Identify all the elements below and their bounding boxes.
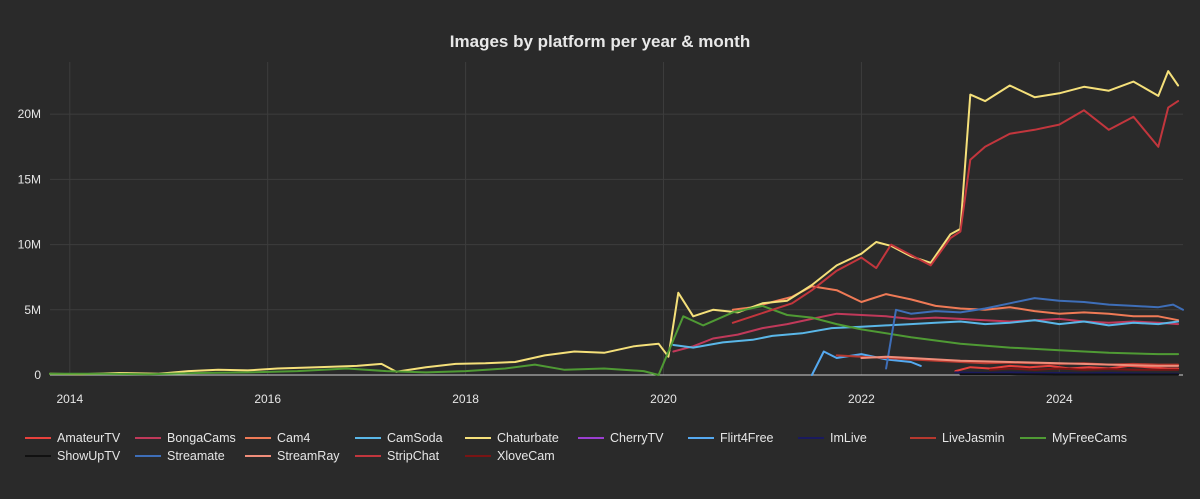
legend-item-amateurtv[interactable]: AmateurTV bbox=[25, 431, 121, 445]
legend-item-imlive[interactable]: ImLive bbox=[798, 431, 867, 445]
grid-layer bbox=[50, 62, 1183, 376]
legend-item-livejasmin[interactable]: LiveJasmin bbox=[910, 431, 1005, 445]
y-tick-label: 5M bbox=[24, 303, 41, 317]
series-line-stripchat bbox=[731, 100, 1180, 324]
legend-item-stripchat[interactable]: StripChat bbox=[355, 449, 440, 463]
series-line-chaturbate bbox=[49, 70, 1180, 376]
legend-item-showuptv[interactable]: ShowUpTV bbox=[25, 449, 121, 463]
legend-item-streamate[interactable]: Streamate bbox=[135, 449, 225, 463]
series-line-myfreecams bbox=[49, 304, 1180, 376]
legend-item-xlovecam[interactable]: XloveCam bbox=[465, 449, 555, 463]
legend-label: CamSoda bbox=[387, 431, 443, 445]
series-line-streamate bbox=[885, 297, 1184, 370]
legend-label: Streamate bbox=[167, 449, 225, 463]
series-line-bongacams bbox=[672, 312, 1180, 353]
legend-label: AmateurTV bbox=[57, 431, 121, 445]
legend-label: StripChat bbox=[387, 449, 440, 463]
legend-label: StreamRay bbox=[277, 449, 340, 463]
series-line-xlovecam bbox=[989, 367, 1180, 371]
legend-item-streamray[interactable]: StreamRay bbox=[245, 449, 340, 463]
legend-label: XloveCam bbox=[497, 449, 555, 463]
legend-label: Chaturbate bbox=[497, 431, 559, 445]
y-tick-label: 0 bbox=[34, 368, 41, 382]
legend-item-bongacams[interactable]: BongaCams bbox=[135, 431, 236, 445]
y-tick-label: 10M bbox=[18, 238, 41, 252]
x-tick-label: 2020 bbox=[650, 392, 677, 406]
legend-label: BongaCams bbox=[167, 431, 236, 445]
x-tick-label: 2022 bbox=[848, 392, 875, 406]
legend-label: Flirt4Free bbox=[720, 431, 774, 445]
legend-label: Cam4 bbox=[277, 431, 310, 445]
x-tick-label: 2024 bbox=[1046, 392, 1073, 406]
legend[interactable]: AmateurTV BongaCams Cam4 CamSoda Chaturbate C… bbox=[25, 431, 1127, 463]
legend-item-cam4[interactable]: Cam4 bbox=[245, 431, 310, 445]
axis-layer: 2014 2016 2018 2020 2022 2024 0 5M 10M 15M 20M bbox=[18, 107, 1073, 406]
legend-item-cherrytv[interactable]: CherryTV bbox=[578, 431, 664, 445]
y-tick-label: 20M bbox=[18, 107, 41, 121]
series-line-camsoda bbox=[672, 319, 1180, 349]
series-layer bbox=[49, 70, 1184, 376]
legend-label: ImLive bbox=[830, 431, 867, 445]
series-line-cam4 bbox=[731, 285, 1180, 322]
legend-label: LiveJasmin bbox=[942, 431, 1005, 445]
series-line-flirt4free bbox=[810, 350, 922, 376]
x-tick-label: 2018 bbox=[452, 392, 479, 406]
legend-item-chaturbate[interactable]: Chaturbate bbox=[465, 431, 559, 445]
series-line-streamray bbox=[860, 355, 1180, 367]
legend-label: MyFreeCams bbox=[1052, 431, 1127, 445]
legend-item-myfreecams[interactable]: MyFreeCams bbox=[1020, 431, 1127, 445]
x-tick-label: 2016 bbox=[254, 392, 281, 406]
legend-item-flirt4free[interactable]: Flirt4Free bbox=[688, 431, 774, 445]
x-tick-label: 2014 bbox=[56, 392, 83, 406]
chart-title: Images by platform per year & month bbox=[450, 32, 750, 51]
legend-label: CherryTV bbox=[610, 431, 664, 445]
legend-item-camsoda[interactable]: CamSoda bbox=[355, 431, 443, 445]
legend-label: ShowUpTV bbox=[57, 449, 121, 463]
y-tick-label: 15M bbox=[18, 172, 41, 186]
